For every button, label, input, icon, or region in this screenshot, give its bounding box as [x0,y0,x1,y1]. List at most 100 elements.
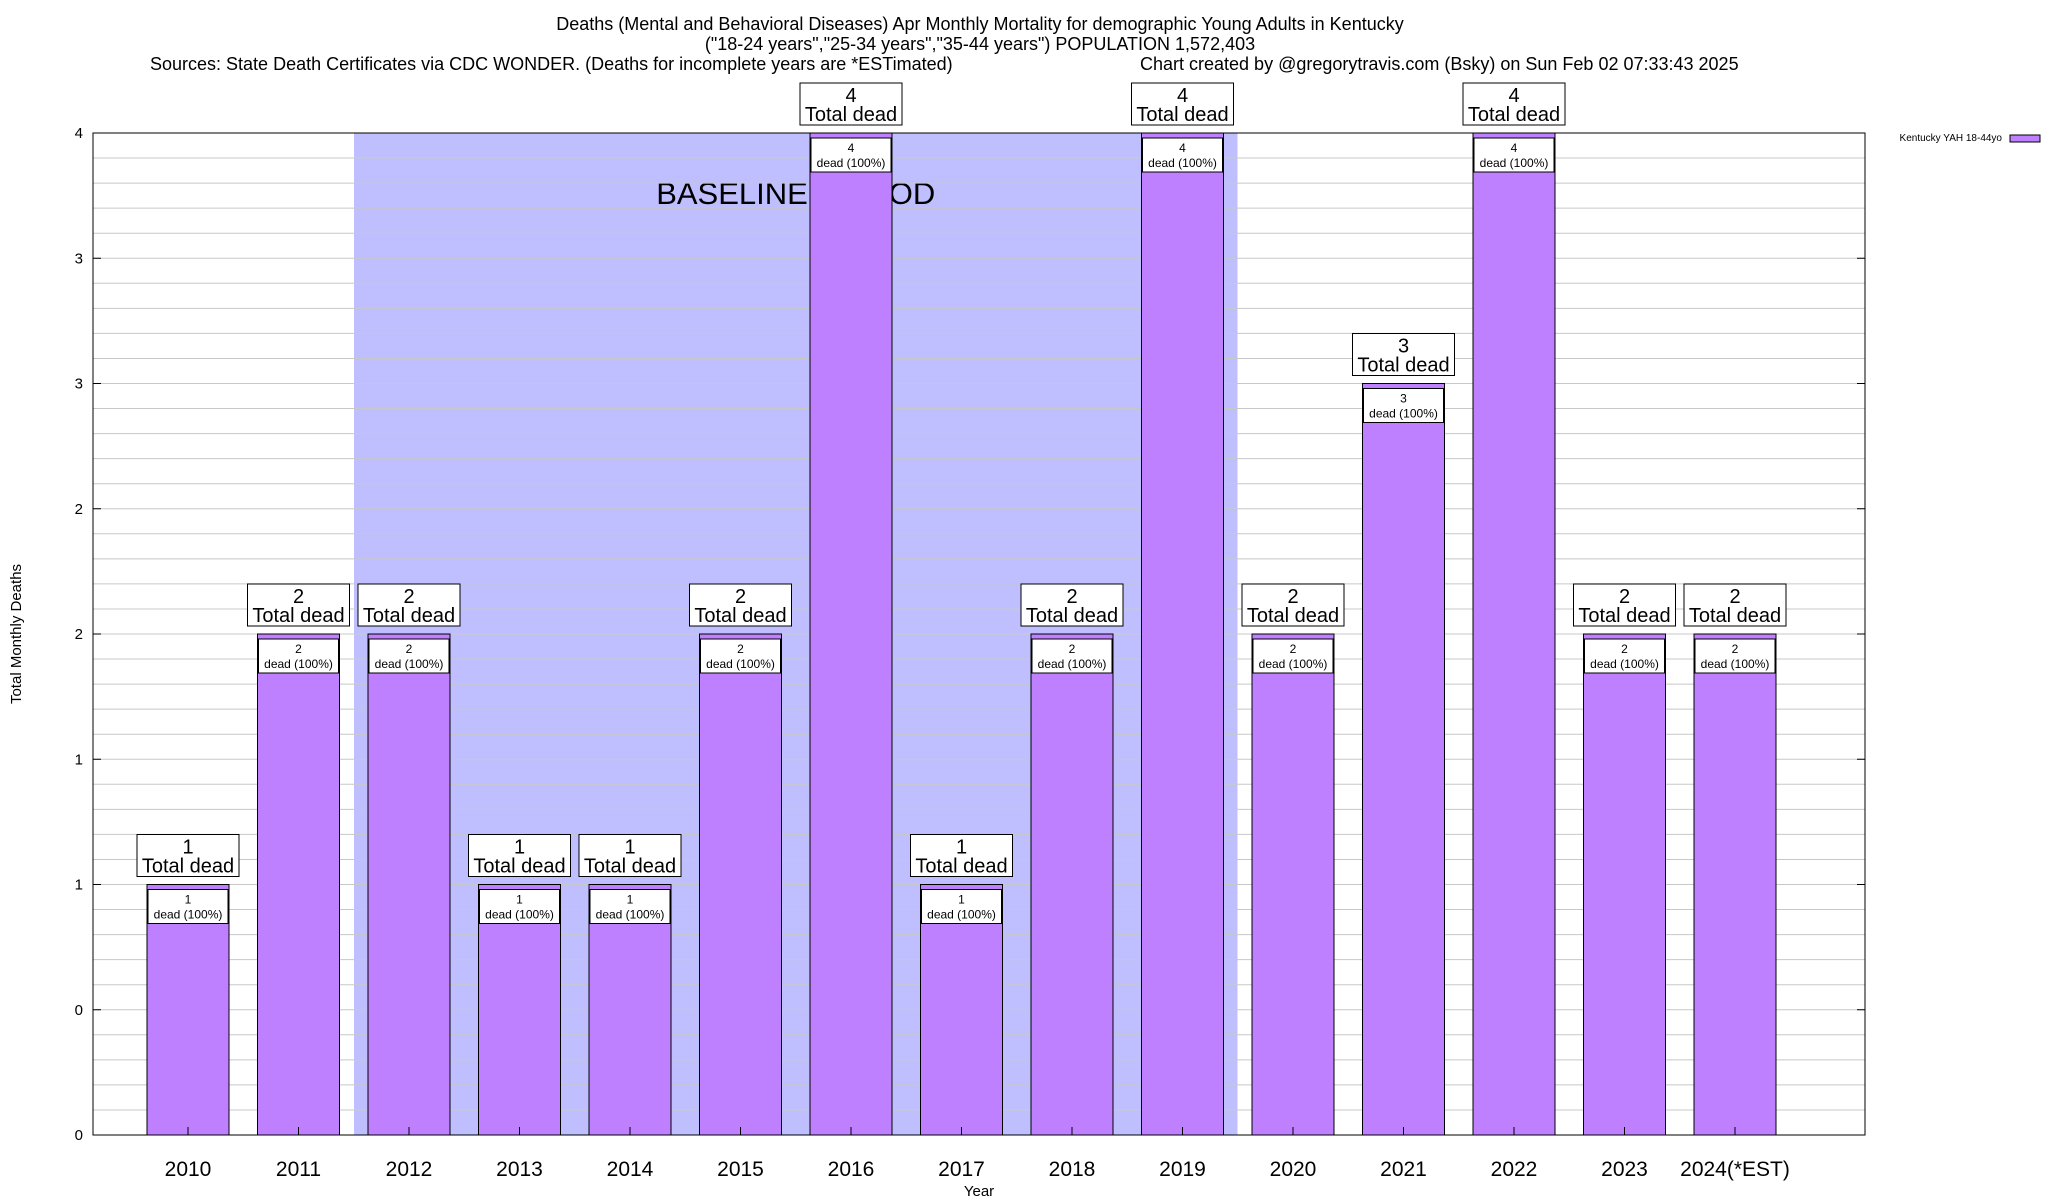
inner-label-count: 2 [295,642,302,656]
inner-label-text: dead (100%) [375,657,444,671]
inner-label-box [258,638,339,674]
x-tick-label: 2024(*EST) [1680,1158,1790,1181]
inner-label-text: dead (100%) [485,908,554,922]
x-tick-label: 2023 [1601,1158,1648,1181]
inner-label-box [700,638,781,674]
y-axis-label: Total Monthly Deaths [8,564,25,704]
inner-label-text: dead (100%) [264,657,333,671]
total-label-count: 2 [735,586,746,608]
inner-label-box [1694,638,1776,674]
total-label-box [1352,333,1455,376]
total-label-box [468,834,571,877]
inner-label-count: 2 [1621,642,1628,656]
bar [1030,633,1114,1136]
inner-label-text: dead (100%) [1701,657,1770,671]
inner-label-count: 2 [737,642,744,656]
total-label-box [689,583,792,627]
y-tick-label: 1 [75,877,83,894]
total-label-text: Total dead [915,856,1007,878]
total-label-box [578,834,682,877]
bar [257,633,340,1136]
total-label-text: Total dead [252,605,344,627]
chart-source: Sources: State Death Certificates via CD… [150,54,953,74]
total-label-text: Total dead [584,856,676,878]
total-label-count: 1 [182,837,193,859]
inner-label-text: dead (100%) [706,657,775,671]
x-tick-label: 2020 [1270,1158,1317,1181]
bar [588,884,672,1136]
total-label-text: Total dead [1578,605,1670,627]
total-label-box [1131,82,1234,126]
total-label-count: 2 [1287,586,1298,608]
total-label-count: 3 [1398,336,1409,358]
total-label-box [136,834,240,877]
bar [146,884,230,1136]
bar [478,884,561,1136]
inner-label-text: dead (100%) [1480,156,1549,170]
y-tick-label: 1 [75,751,83,768]
inner-label-text: dead (100%) [596,908,665,922]
inner-label-box [810,137,892,173]
bar [1362,383,1445,1136]
total-label-text: Total dead [1247,605,1339,627]
x-tick-label: 2014 [607,1158,654,1181]
inner-label-count: 2 [1732,642,1739,656]
y-tick-label: 2 [75,626,83,643]
total-label-text: Total dead [1136,104,1228,126]
inner-label-box [1031,638,1113,674]
inner-label-box [479,889,560,924]
total-label-box [910,834,1013,877]
inner-label-count: 1 [185,893,192,907]
total-label-count: 4 [1177,85,1188,107]
inner-label-count: 1 [627,893,634,907]
total-label-count: 2 [1619,586,1630,608]
inner-label-text: dead (100%) [1148,156,1217,170]
total-label-count: 2 [1066,586,1077,608]
y-tick-label: 3 [75,250,83,267]
inner-label-text: dead (100%) [1590,657,1659,671]
chart-title-line-1: Deaths (Mental and Behavioral Diseases) … [556,14,1404,34]
y-tick-label: 2 [75,501,83,518]
total-label-count: 1 [956,837,967,859]
total-label-count: 1 [514,837,525,859]
inner-label-box [147,889,229,924]
legend-swatch [2009,134,2041,143]
x-tick-label: 2018 [1049,1158,1096,1181]
bar [1583,633,1666,1136]
inner-label-text: dead (100%) [1038,657,1107,671]
total-label-text: Total dead [142,856,234,878]
y-tick-label: 0 [75,1002,83,1019]
bar [1693,633,1777,1136]
total-label-text: Total dead [1689,605,1781,627]
inner-label-count: 2 [1069,642,1076,656]
inner-label-count: 4 [848,141,855,155]
x-tick-label: 2022 [1491,1158,1538,1181]
total-label-text: Total dead [363,605,455,627]
total-label-box [1573,583,1676,627]
inner-label-box [1584,638,1665,674]
inner-label-box [1252,638,1334,674]
y-tick-label: 0 [75,1127,83,1144]
x-tick-label: 2011 [276,1158,321,1181]
x-tick-label: 2010 [165,1158,212,1181]
x-tick-label: 2015 [717,1158,764,1181]
inner-label-box [921,889,1002,924]
x-axis-label: Year [964,1183,994,1200]
inner-label-text: dead (100%) [1369,407,1438,421]
total-label-box [247,583,350,627]
total-label-text: Total dead [1357,355,1449,377]
total-label-count: 4 [845,85,856,107]
inner-label-text: dead (100%) [1259,657,1328,671]
inner-label-count: 3 [1400,392,1407,406]
inner-label-count: 2 [1290,642,1297,656]
inner-label-count: 4 [1511,141,1518,155]
total-label-text: Total dead [473,856,565,878]
total-label-count: 2 [1729,586,1740,608]
bar [1141,132,1224,1136]
bar [699,633,782,1136]
inner-label-box [1473,137,1555,173]
bar [1251,633,1335,1136]
total-label-text: Total dead [694,605,786,627]
total-label-count: 2 [403,586,414,608]
